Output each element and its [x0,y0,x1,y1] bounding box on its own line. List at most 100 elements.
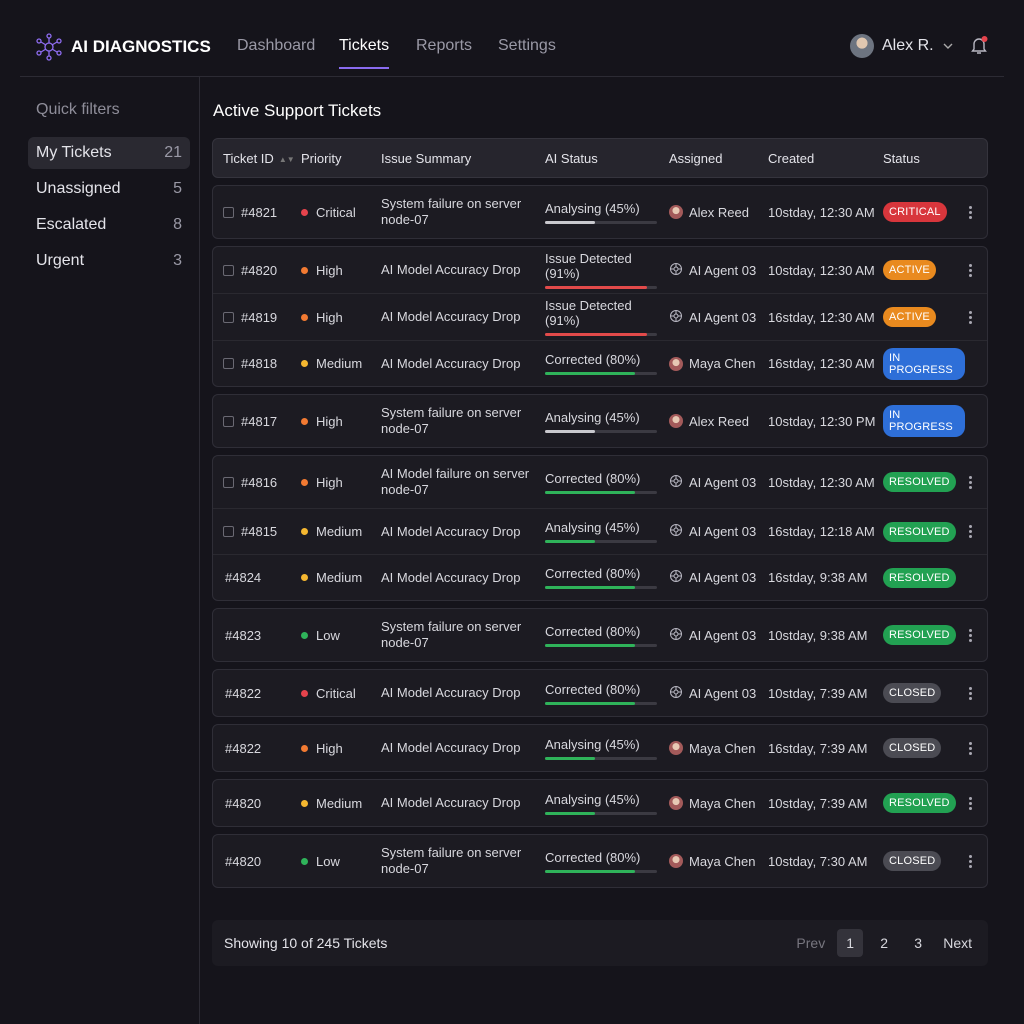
row-checkbox[interactable] [223,526,234,537]
page-button[interactable]: 2 [880,935,889,951]
table-header: Ticket ID ▲▼ Priority Issue Summary AI Statu… [212,138,988,178]
ticket-row[interactable]: #4816 High AI Model failure on server node… [213,456,987,508]
ai-status: Corrected (80%) [545,623,641,639]
ticket-row[interactable]: #4822 High AI Model Accuracy Drop Analysing… [213,725,987,771]
page-button[interactable]: 3 [914,935,923,951]
menu-cell [965,854,987,868]
assignee-avatar [669,205,683,219]
row-menu[interactable] [965,854,975,868]
row-group: #4816 High AI Model failure on server node… [212,455,988,601]
row-checkbox[interactable] [223,311,234,323]
status-badge: IN PROGRESS [883,347,965,380]
progress-track [545,333,657,336]
prev-button[interactable]: Prev [796,935,826,951]
menu-cell [965,686,987,700]
row-menu[interactable] [965,205,975,219]
ai-status-cell: Corrected (80%) [545,352,669,375]
ticket-id: #4823 [225,627,262,643]
ticket-row[interactable]: #4822 Critical AI Model Accuracy Drop Corre… [213,670,987,716]
progress-track [545,586,657,589]
nav-tab[interactable]: Dashboard [237,37,316,54]
filter-item[interactable]: Unassigned 5 [28,173,190,205]
column-header[interactable]: Issue Summary [381,151,545,166]
ticket-row[interactable]: #4823 Low System failure on server node-07… [213,609,987,661]
logo-icon [36,33,62,61]
row-menu[interactable] [965,686,975,700]
notification-bell[interactable] [968,34,990,56]
ticket-id: #4819 [241,309,278,325]
row-menu[interactable] [965,796,975,810]
progress-track [545,429,657,433]
user-menu[interactable]: Alex R. [850,34,954,58]
nav-tab[interactable]: Settings [498,37,556,54]
status-cell: RESOLVED [883,793,965,813]
row-checkbox[interactable] [223,206,234,218]
assignee: AI Agent 03 [689,570,757,585]
row-menu[interactable] [965,741,975,755]
menu-cell [965,796,987,810]
row-checkbox[interactable] [223,476,234,488]
assignee: Maya Chen [689,853,756,869]
progress-bar [545,811,596,815]
filter-count: 3 [173,252,182,269]
status-cell: CLOSED [883,738,965,758]
row-menu[interactable] [965,628,975,642]
ticket-row[interactable]: #4818 Medium AI Model Accuracy Drop Correct… [213,340,987,386]
column-header[interactable]: Status [883,151,965,166]
progress-bar [545,220,596,224]
column-header[interactable]: AI Status [545,151,669,166]
priority-dot [301,313,308,321]
status-cell: RESOLVED [883,567,965,588]
ai-status: Corrected (80%) [545,566,641,581]
row-group: #4820 Medium AI Model Accuracy Drop Analysi… [212,779,988,827]
created: 16stday, 12:30 AM [768,356,875,371]
nav-tab[interactable]: Tickets [339,37,390,69]
progress-bar [545,540,596,543]
progress-bar [545,372,635,375]
row-checkbox[interactable] [223,264,234,276]
ticket-row[interactable]: #4819 High AI Model Accuracy Drop Issue Det… [213,293,987,340]
progress-bar [545,869,635,873]
assigned-cell: AI Agent 03 [669,523,768,540]
issue-summary: System failure on server node-07 [381,196,522,227]
ticket-id: #4820 [225,853,262,869]
row-menu[interactable] [965,475,975,489]
row-group: #4821 Critical System failure on server no… [212,185,988,239]
filter-item[interactable]: Urgent 3 [28,245,190,277]
status-cell: ACTIVE [883,260,965,280]
ticket-row[interactable]: #4820 Medium AI Model Accuracy Drop Analysi… [213,780,987,826]
status-badge: ACTIVE [883,260,936,280]
ticket-row[interactable]: #4815 Medium AI Model Accuracy Drop Analysi… [213,508,987,554]
ticket-row[interactable]: #4817 High System failure on server node-0… [213,395,987,447]
progress-bar [545,701,635,705]
next-button[interactable]: Next [943,935,972,951]
assignee-avatar [669,356,683,371]
page-button[interactable]: 1 [837,929,864,957]
column-header[interactable]: Ticket ID ▲▼ [223,151,301,166]
ai-status-cell: Corrected (80%) [545,471,669,494]
ticket-row[interactable]: #4820 High AI Model Accuracy Drop Issue Det… [213,247,987,293]
menu-cell [965,205,987,219]
row-menu[interactable] [965,525,975,538]
nav-tab[interactable]: Reports [416,37,473,54]
priority-dot [301,857,308,865]
column-header[interactable]: Created [768,151,883,166]
menu-cell [965,263,987,277]
ai-status-cell: Issue Detected (91%) [545,251,669,289]
row-checkbox[interactable] [223,415,234,427]
progress-track [545,372,657,375]
row-menu[interactable] [965,263,975,277]
column-header[interactable]: Assigned [669,151,768,166]
ticket-row[interactable]: #4821 Critical System failure on server no… [213,186,987,238]
filter-item[interactable]: Escalated 8 [28,209,190,241]
row-menu[interactable] [965,310,975,324]
filter-label: Urgent [36,252,85,269]
row-checkbox[interactable] [223,358,234,369]
column-header[interactable]: Priority [301,151,381,166]
ticket-row[interactable]: #4820 Low System failure on server node-07… [213,835,987,887]
ticket-row[interactable]: #4824 Medium AI Model Accuracy Drop Correct… [213,554,987,600]
filter-item[interactable]: My Tickets 21 [28,137,190,169]
priority: Medium [316,356,363,371]
issue-summary: AI Model Accuracy Drop [381,309,521,324]
user-avatar [850,34,874,58]
